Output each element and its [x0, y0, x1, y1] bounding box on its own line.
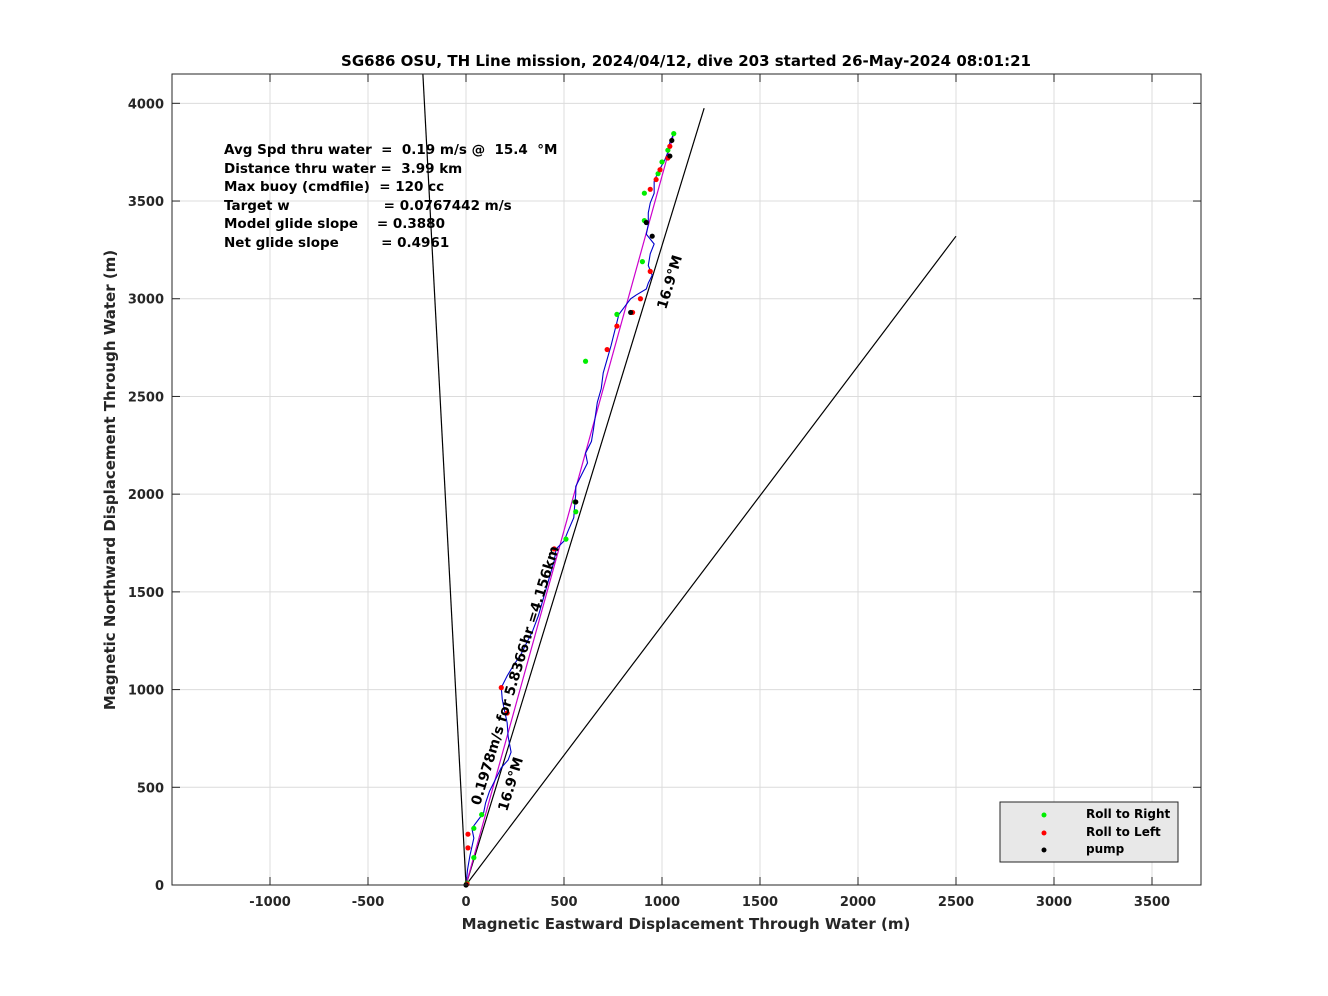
reference-lines	[422, 73, 957, 886]
marker-roll-to-left	[647, 268, 653, 274]
plot-frame	[171, 73, 1202, 886]
marker-pump	[643, 219, 649, 226]
marker-pump	[573, 499, 579, 505]
marker-roll-to-right	[639, 259, 646, 265]
marker-roll-to-left	[465, 831, 471, 837]
x-tick-label: -500	[352, 895, 385, 910]
marker-pump	[669, 137, 675, 144]
legend-box	[999, 801, 1179, 863]
legend-label-roll-left: Roll to Left	[1086, 825, 1161, 839]
marker-roll-to-left	[653, 176, 659, 183]
marker-roll-to-right	[655, 171, 661, 177]
stat-distance: Distance thru water = 3.99 km	[224, 161, 462, 177]
y-tick-label: 4000	[128, 97, 164, 112]
track	[465, 133, 675, 886]
reference-line	[465, 108, 705, 886]
marker-roll-to-right	[671, 131, 677, 137]
marker-roll-to-left	[647, 186, 653, 192]
x-tick-label: 3000	[1036, 895, 1072, 910]
marker-roll-to-right	[582, 358, 589, 364]
marker-roll-to-right	[471, 825, 477, 831]
chart-title: SG686 OSU, TH Line mission, 2024/04/12, …	[341, 52, 1031, 70]
marker-roll-to-left	[504, 710, 510, 716]
x-tick-label: 3500	[1134, 895, 1170, 910]
marker-roll-to-left	[667, 143, 673, 149]
marker-roll-to-right	[659, 159, 665, 165]
marker-roll-to-left	[657, 167, 663, 173]
marker-roll-to-left	[551, 546, 557, 552]
marker-roll-to-right	[563, 536, 569, 542]
x-tick-label: 2500	[938, 895, 974, 910]
marker-roll-to-left	[614, 323, 620, 329]
stat-target-w: Target w = 0.0767442 m/s	[224, 198, 512, 214]
y-tick-label: 2000	[128, 488, 164, 503]
legend-label-pump: pump	[1086, 842, 1125, 856]
track-line	[465, 133, 675, 886]
marker-pump	[649, 233, 655, 239]
x-tick-label: 1000	[644, 895, 680, 910]
y-tick-label: 3500	[128, 195, 164, 210]
reference-line	[422, 73, 467, 886]
marker-roll-to-right	[641, 190, 647, 196]
stat-max-buoy: Max buoy (cmdfile) = 120 cc	[224, 179, 444, 195]
reference-line	[465, 235, 957, 886]
y-tick-label: 3000	[128, 293, 164, 308]
marker-roll-to-left	[637, 296, 644, 302]
marker-roll-to-left	[465, 845, 471, 851]
axis-ticks: -1000 -500 0 500 1000 1500 2000 2500 3000 3500 0 50…	[128, 74, 1201, 910]
y-tick-label: 1000	[128, 684, 164, 699]
marker-roll-to-left	[498, 685, 504, 691]
marker-roll-to-right	[614, 311, 620, 317]
y-axis-label: Magnetic Northward Displacement Through …	[101, 250, 119, 710]
x-tick-label: 1500	[742, 895, 778, 910]
legend: Roll to Right Roll to Left pump	[999, 801, 1179, 863]
marker-roll-to-right	[573, 509, 579, 515]
marker-points	[463, 131, 677, 888]
y-tick-label: 500	[137, 781, 164, 796]
stat-model-glide-slope: Model glide slope = 0.3880	[224, 216, 445, 232]
marker-roll-to-right	[479, 812, 485, 818]
y-tick-label: 1500	[128, 586, 164, 601]
plot-area	[172, 74, 1201, 885]
legend-marker-roll-right	[1041, 812, 1047, 818]
stat-avg-speed: Avg Spd thru water = 0.19 m/s @ 15.4 °M	[224, 142, 557, 158]
marker-pump	[628, 309, 634, 316]
legend-marker-pump	[1041, 847, 1047, 853]
stats-block: Avg Spd thru water = 0.19 m/s @ 15.4 °M …	[224, 142, 557, 251]
x-tick-label: 2000	[840, 895, 876, 910]
x-axis-label: Magnetic Eastward Displacement Through W…	[462, 915, 911, 933]
x-tick-label: -1000	[249, 895, 291, 910]
y-tick-label: 0	[155, 879, 164, 894]
x-tick-label: 500	[550, 895, 577, 910]
marker-roll-to-left	[604, 346, 610, 353]
marker-roll-to-right	[665, 147, 671, 153]
legend-marker-roll-left	[1041, 830, 1047, 836]
stat-net-glide-slope: Net glide slope = 0.4961	[224, 235, 449, 251]
legend-label-roll-right: Roll to Right	[1086, 807, 1171, 821]
x-tick-label: 0	[461, 895, 470, 910]
reference-line	[465, 133, 675, 886]
y-tick-label: 2500	[128, 390, 164, 405]
marker-roll-to-right	[471, 855, 477, 861]
marker-pump	[667, 153, 673, 159]
